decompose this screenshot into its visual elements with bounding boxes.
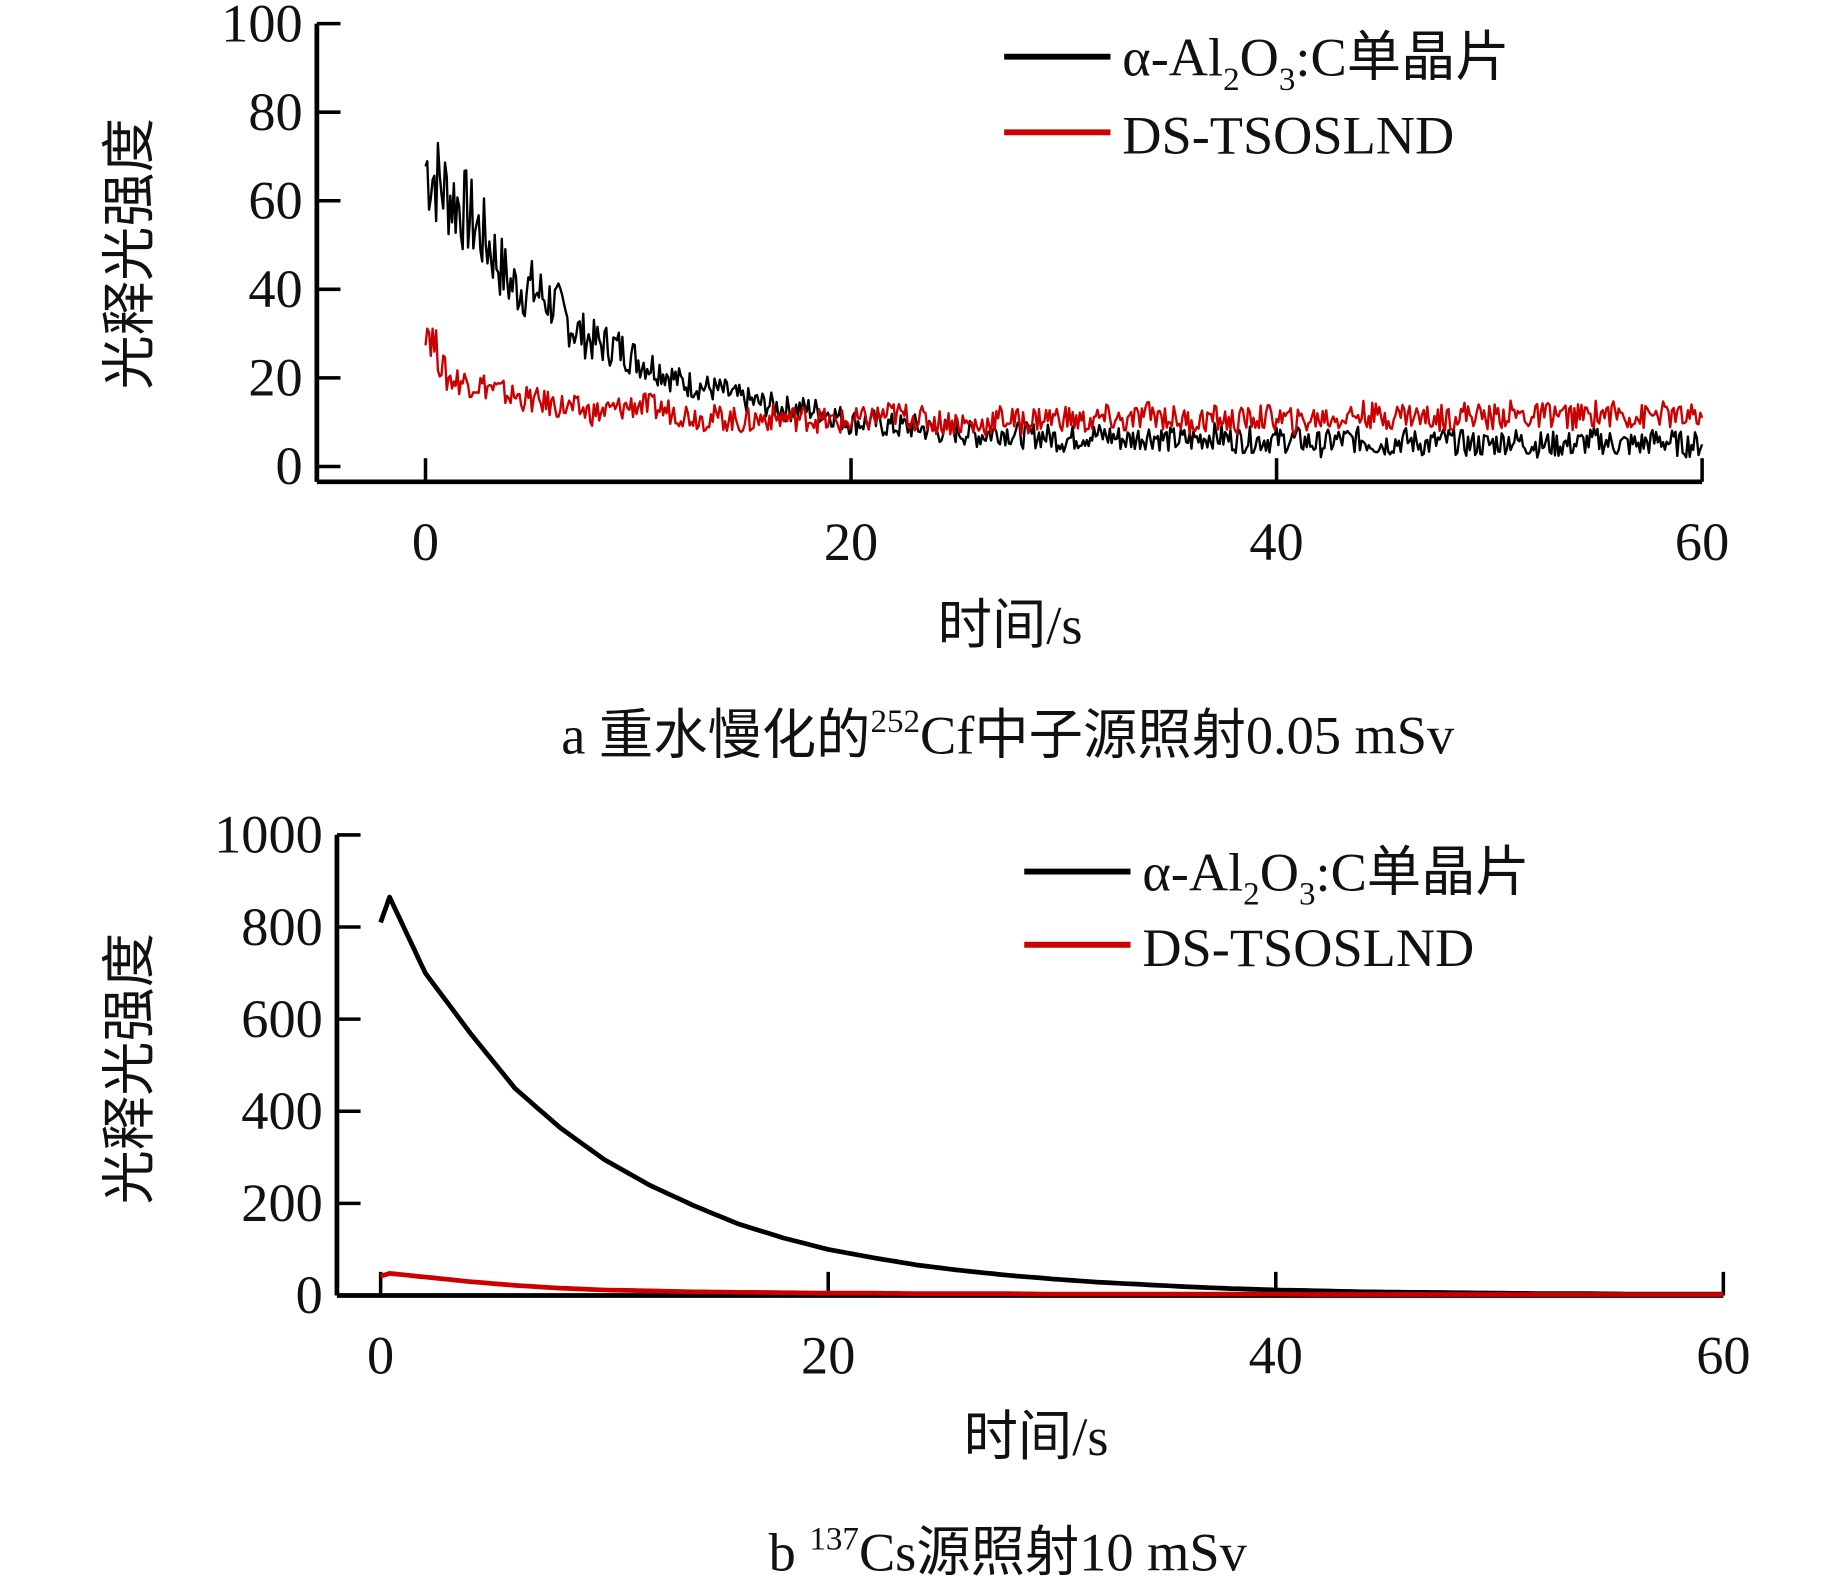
chart-a-series-ds-tsoslnd-line xyxy=(424,327,1704,437)
chart-b-ytick-label: 400 xyxy=(241,1081,322,1141)
legend-b-black-label: α-Al2O3:C单晶片 xyxy=(1142,842,1529,912)
chart-a-plot: 0 20 40 60 80 100 0 20 40 60 xyxy=(221,0,1729,572)
chart-a-caption: a 重水慢化的252Cf中子源照射0.05 mSv xyxy=(561,704,1455,765)
chart-b-series-al2o3-c-line xyxy=(378,894,1724,1297)
chart-b-caption: b 137Cs源照射10 mSv xyxy=(769,1521,1248,1582)
chart-a-ylabel: 光释光强度 xyxy=(100,118,160,390)
chart-a-xtick-label: 60 xyxy=(1675,512,1729,572)
legend-a-black-label: α-Al2O3:C单晶片 xyxy=(1122,28,1509,98)
chart-a-ytick-label: 60 xyxy=(248,170,302,230)
chart-a: 0 20 40 60 80 100 0 20 40 60 α-Al2O3:C单晶片 DS-TSOS… xyxy=(100,0,1729,765)
chart-b: 0 200 400 600 800 1000 0 20 40 60 α-Al2O3:C单晶片 DS… xyxy=(100,805,1751,1583)
legend-b-red-label: DS-TSOSLND xyxy=(1142,918,1474,978)
chart-b-xtick-label: 60 xyxy=(1696,1325,1750,1385)
chart-b-plot: 0 200 400 600 800 1000 0 20 40 60 xyxy=(214,805,1750,1386)
chart-a-xlabel: 时间/s xyxy=(938,596,1083,656)
chart-a-xtick-label: 0 xyxy=(412,512,439,572)
chart-a-ytick-label: 80 xyxy=(248,82,302,142)
chart-a-xtick-label: 40 xyxy=(1249,512,1303,572)
chart-b-ylabel: 光释光强度 xyxy=(100,933,160,1205)
chart-b-ytick-label: 1000 xyxy=(214,805,323,865)
chart-a-ytick-label: 20 xyxy=(248,348,302,408)
chart-a-legend: α-Al2O3:C单晶片 DS-TSOSLND xyxy=(1004,28,1510,166)
chart-b-xtick-label: 0 xyxy=(367,1325,394,1385)
chart-a-series-al2o3-c-line xyxy=(424,141,1704,459)
chart-a-ytick-label: 100 xyxy=(221,0,302,53)
chart-b-xtick-label: 20 xyxy=(801,1325,855,1385)
chart-b-ytick-label: 600 xyxy=(241,989,322,1049)
chart-b-ytick-label: 200 xyxy=(241,1173,322,1233)
chart-b-ytick-label: 0 xyxy=(296,1265,323,1325)
chart-b-xtick-label: 40 xyxy=(1249,1325,1303,1385)
chart-a-xtick-label: 20 xyxy=(824,512,878,572)
chart-b-xlabel: 时间/s xyxy=(964,1407,1109,1467)
chart-b-legend: α-Al2O3:C单晶片 DS-TSOSLND xyxy=(1024,842,1530,978)
legend-a-red-label: DS-TSOSLND xyxy=(1122,106,1454,166)
chart-a-ytick-label: 40 xyxy=(248,259,302,319)
chart-b-ytick-label: 800 xyxy=(241,897,322,957)
chart-b-series-ds-tsoslnd-line xyxy=(379,1271,1724,1297)
chart-a-ytick-label: 0 xyxy=(276,436,303,496)
